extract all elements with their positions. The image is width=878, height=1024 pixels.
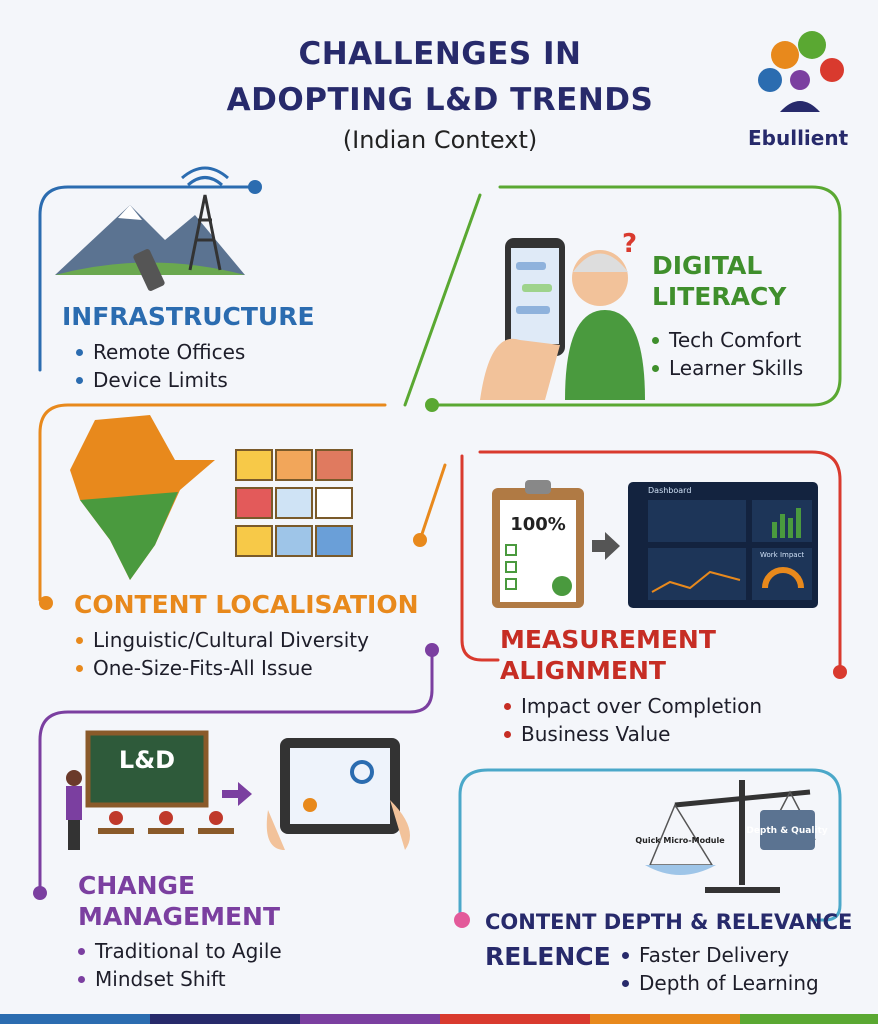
panel-title: INFRASTRUCTURE	[62, 302, 315, 331]
title-line: CHALLENGES IN	[298, 36, 582, 72]
mountains-tower	[55, 166, 245, 291]
bullet: Impact over Completion	[504, 692, 762, 720]
bullet: Depth of Learning	[622, 969, 819, 997]
scale	[645, 780, 816, 893]
bullet: Device Limits	[76, 366, 228, 394]
bullet: Tech Comfort	[652, 326, 801, 354]
logo	[758, 31, 844, 112]
title-line: ADOPTING L&D TRENDS	[226, 82, 654, 118]
bullet: Remote Offices	[76, 338, 245, 366]
panel-title: DIGITAL	[652, 251, 763, 280]
bullet: Linguistic/Cultural Diversity	[76, 626, 369, 654]
phone-person: ?	[480, 229, 645, 400]
scale-right-text: Depth & Quality	[746, 826, 827, 836]
panel-title: ALIGNMENT	[500, 656, 666, 685]
bullet: One-Size-Fits-All Issue	[76, 654, 313, 682]
connector-dots	[33, 180, 847, 928]
svg-text:?: ?	[622, 229, 637, 259]
dashboard-text: Dashboard	[648, 486, 691, 495]
bullet: Traditional to Agile	[78, 937, 282, 965]
panel-title: RELENCE	[485, 942, 611, 971]
footer-strip	[0, 1014, 878, 1024]
clipboard-text: 100%	[510, 514, 566, 535]
panel-title: CHANGE	[78, 871, 196, 900]
clipboard-dashboard	[492, 480, 818, 608]
bullet: Faster Delivery	[622, 941, 789, 969]
bullet: Business Value	[504, 720, 670, 748]
panel-title: CONTENT LOCALISATION	[74, 590, 419, 619]
panel-title: CONTENT DEPTH & RELEVANCE	[485, 910, 853, 934]
work-impact-text: Work Impact	[760, 551, 804, 559]
brand: Ebullient	[748, 126, 849, 150]
panel-title: LITERACY	[652, 282, 787, 311]
subtitle: (Indian Context)	[342, 126, 538, 154]
panel-title: MANAGEMENT	[78, 902, 281, 931]
panel-title: MEASUREMENT	[500, 625, 716, 654]
board-text: L&D	[119, 746, 175, 774]
scale-left-text: Quick Micro-Module	[635, 836, 725, 845]
map-tiles	[70, 415, 353, 580]
bullet: Learner Skills	[652, 354, 803, 382]
bullet: Mindset Shift	[78, 965, 226, 993]
classroom-tablet	[66, 730, 410, 850]
